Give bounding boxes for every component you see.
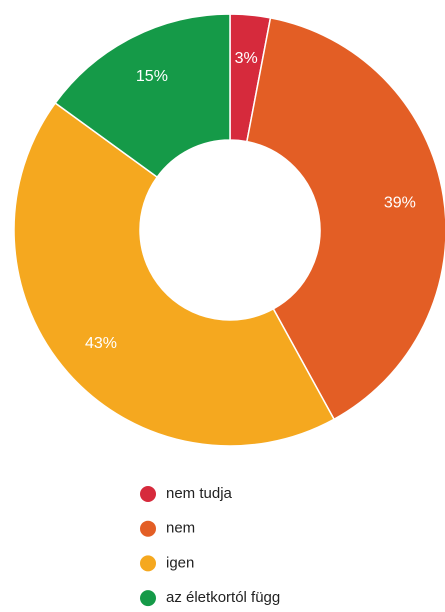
legend-marker: [140, 520, 156, 537]
legend-label: nem tudja: [166, 485, 233, 502]
legend-label: az életkortól függ: [166, 589, 280, 606]
slice: [54, 13, 231, 179]
slice-label: 43%: [85, 335, 117, 352]
legend-marker: [140, 555, 156, 572]
slice: [13, 101, 336, 447]
legend-marker: [140, 486, 156, 502]
legend-label: nem: [166, 520, 195, 537]
slice-label: 3%: [235, 50, 258, 67]
slice-label: 39%: [384, 194, 416, 211]
slice: [245, 16, 445, 421]
slice-label: 15%: [136, 68, 168, 85]
legend-marker: [140, 590, 156, 607]
legend-label: igen: [166, 554, 194, 571]
